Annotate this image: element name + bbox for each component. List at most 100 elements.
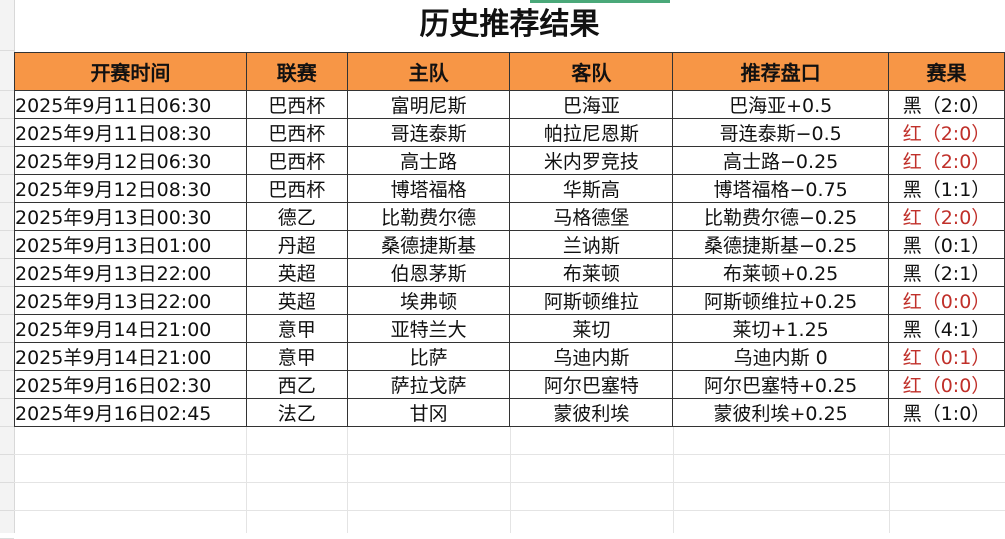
header-away[interactable]: 客队 bbox=[509, 52, 674, 91]
cell-league[interactable]: 英超 bbox=[245, 258, 348, 287]
cell-result[interactable]: 黑（0:1） bbox=[888, 230, 1005, 259]
cell-away[interactable]: 莱切 bbox=[509, 314, 674, 343]
cell-away[interactable]: 蒙彼利埃 bbox=[509, 398, 674, 427]
cell-pick[interactable]: 阿斯顿维拉+0.25 bbox=[672, 286, 890, 315]
cell-league[interactable]: 法乙 bbox=[245, 398, 348, 427]
cell-result[interactable]: 红（2:0） bbox=[888, 118, 1005, 147]
cell-pick[interactable]: 莱切+1.25 bbox=[672, 314, 890, 343]
cell-league[interactable]: 德乙 bbox=[245, 202, 348, 231]
cell-time[interactable]: 2025年9月11日08:30 bbox=[14, 118, 247, 147]
cell-pick[interactable]: 阿尔巴塞特+0.25 bbox=[672, 370, 890, 399]
grid-line bbox=[14, 482, 1005, 483]
cell-result[interactable]: 红（0:0） bbox=[888, 370, 1005, 399]
row-header-divider bbox=[0, 118, 14, 119]
cell-home[interactable]: 萨拉戈萨 bbox=[346, 370, 511, 399]
cell-home[interactable]: 富明尼斯 bbox=[346, 90, 511, 119]
cell-pick[interactable]: 比勒费尔德−0.25 bbox=[672, 202, 890, 231]
row-header-divider bbox=[0, 370, 14, 371]
cell-time[interactable]: 2025年9月12日06:30 bbox=[14, 146, 247, 175]
cell-away[interactable]: 阿斯顿维拉 bbox=[509, 286, 674, 315]
cell-league[interactable]: 英超 bbox=[245, 286, 348, 315]
row-header-divider bbox=[0, 482, 14, 483]
cell-result[interactable]: 黑（2:1） bbox=[888, 258, 1005, 287]
grid-line bbox=[14, 454, 1005, 455]
cell-result[interactable]: 黑（1:1） bbox=[888, 174, 1005, 203]
cell-league[interactable]: 意甲 bbox=[245, 314, 348, 343]
cell-home[interactable]: 伯恩茅斯 bbox=[346, 258, 511, 287]
table-row: 2025年9月13日22:00 英超 伯恩茅斯 布莱顿 布莱顿+0.25 黑（2:1） bbox=[14, 258, 1005, 287]
cell-result[interactable]: 黑（4:1） bbox=[888, 314, 1005, 343]
cell-time[interactable]: 2025年9月13日01:00 bbox=[14, 230, 247, 259]
cell-league[interactable]: 意甲 bbox=[245, 342, 348, 371]
cell-time[interactable]: 2025年9月11日06:30 bbox=[14, 90, 247, 119]
cell-time[interactable]: 2025年9月16日02:45 bbox=[14, 398, 247, 427]
cell-pick[interactable]: 布莱顿+0.25 bbox=[672, 258, 890, 287]
sheet-title: 历史推荐结果 bbox=[419, 7, 600, 42]
row-header-divider bbox=[0, 398, 14, 399]
cell-league[interactable]: 西乙 bbox=[245, 370, 348, 399]
header-result[interactable]: 赛果 bbox=[888, 52, 1005, 91]
row-header-strip[interactable] bbox=[0, 0, 15, 539]
header-row: 开赛时间 联赛 主队 客队 推荐盘口 赛果 bbox=[14, 52, 1005, 91]
table-row: 2025年9月16日02:30 西乙 萨拉戈萨 阿尔巴塞特 阿尔巴塞特+0.25 红（0:… bbox=[14, 370, 1005, 399]
results-table: 开赛时间 联赛 主队 客队 推荐盘口 赛果 2025年9月11日06:30 巴西杯… bbox=[14, 52, 1005, 427]
cell-home[interactable]: 亚特兰大 bbox=[346, 314, 511, 343]
cell-time[interactable]: 2025年9月13日22:00 bbox=[14, 286, 247, 315]
grid-column-line bbox=[347, 426, 348, 533]
row-header-divider bbox=[0, 50, 14, 51]
table-row: 2025羊9月14日21:00 意甲 比萨 乌迪内斯 乌迪内斯 0 红（0:1） bbox=[14, 342, 1005, 371]
row-header-divider bbox=[0, 314, 14, 315]
cell-pick[interactable]: 哥连泰斯−0.5 bbox=[672, 118, 890, 147]
cell-league[interactable]: 巴西杯 bbox=[245, 118, 348, 147]
header-pick[interactable]: 推荐盘口 bbox=[672, 52, 890, 91]
cell-pick[interactable]: 乌迪内斯 0 bbox=[672, 342, 890, 371]
cell-away[interactable]: 乌迪内斯 bbox=[509, 342, 674, 371]
cell-home[interactable]: 比勒费尔德 bbox=[346, 202, 511, 231]
cell-away[interactable]: 马格德堡 bbox=[509, 202, 674, 231]
cell-home[interactable]: 高士路 bbox=[346, 146, 511, 175]
header-league[interactable]: 联赛 bbox=[245, 52, 348, 91]
cell-time[interactable]: 2025年9月13日22:00 bbox=[14, 258, 247, 287]
cell-pick[interactable]: 巴海亚+0.5 bbox=[672, 90, 890, 119]
cell-pick[interactable]: 蒙彼利埃+0.25 bbox=[672, 398, 890, 427]
cell-away[interactable]: 兰讷斯 bbox=[509, 230, 674, 259]
cell-league[interactable]: 巴西杯 bbox=[245, 90, 348, 119]
cell-pick[interactable]: 博塔福格−0.75 bbox=[672, 174, 890, 203]
cell-result[interactable]: 红（2:0） bbox=[888, 146, 1005, 175]
row-header-divider bbox=[0, 202, 14, 203]
cell-time[interactable]: 2025羊9月14日21:00 bbox=[14, 342, 247, 371]
cell-home[interactable]: 埃弗顿 bbox=[346, 286, 511, 315]
cell-league[interactable]: 巴西杯 bbox=[245, 174, 348, 203]
cell-away[interactable]: 阿尔巴塞特 bbox=[509, 370, 674, 399]
cell-time[interactable]: 2025年9月13日00:30 bbox=[14, 202, 247, 231]
table-row: 2025年9月14日21:00 意甲 亚特兰大 莱切 莱切+1.25 黑（4:1） bbox=[14, 314, 1005, 343]
cell-result[interactable]: 红（0:0） bbox=[888, 286, 1005, 315]
cell-pick[interactable]: 桑德捷斯基−0.25 bbox=[672, 230, 890, 259]
cell-time[interactable]: 2025年9月16日02:30 bbox=[14, 370, 247, 399]
cell-league[interactable]: 丹超 bbox=[245, 230, 348, 259]
cell-time[interactable]: 2025年9月14日21:00 bbox=[14, 314, 247, 343]
cell-away[interactable]: 米内罗竞技 bbox=[509, 146, 674, 175]
cell-league[interactable]: 巴西杯 bbox=[245, 146, 348, 175]
cell-pick[interactable]: 高士路−0.25 bbox=[672, 146, 890, 175]
row-header-divider bbox=[0, 426, 14, 427]
cell-home[interactable]: 博塔福格 bbox=[346, 174, 511, 203]
header-time[interactable]: 开赛时间 bbox=[14, 52, 247, 91]
cell-home[interactable]: 比萨 bbox=[346, 342, 511, 371]
cell-result[interactable]: 黑（2:0） bbox=[888, 90, 1005, 119]
cell-result[interactable]: 红（0:1） bbox=[888, 342, 1005, 371]
cell-result[interactable]: 黑（1:0） bbox=[888, 398, 1005, 427]
cell-away[interactable]: 帕拉尼恩斯 bbox=[509, 118, 674, 147]
cell-away[interactable]: 华斯高 bbox=[509, 174, 674, 203]
cell-time[interactable]: 2025年9月12日08:30 bbox=[14, 174, 247, 203]
cell-home[interactable]: 哥连泰斯 bbox=[346, 118, 511, 147]
cell-away[interactable]: 巴海亚 bbox=[509, 90, 674, 119]
row-header-divider bbox=[0, 258, 14, 259]
row-header-divider bbox=[0, 174, 14, 175]
cell-away[interactable]: 布莱顿 bbox=[509, 258, 674, 287]
cell-home[interactable]: 桑德捷斯基 bbox=[346, 230, 511, 259]
table-row: 2025年9月12日08:30 巴西杯 博塔福格 华斯高 博塔福格−0.75 黑（1:1） bbox=[14, 174, 1005, 203]
header-home[interactable]: 主队 bbox=[346, 52, 511, 91]
cell-home[interactable]: 甘冈 bbox=[346, 398, 511, 427]
cell-result[interactable]: 红（2:0） bbox=[888, 202, 1005, 231]
